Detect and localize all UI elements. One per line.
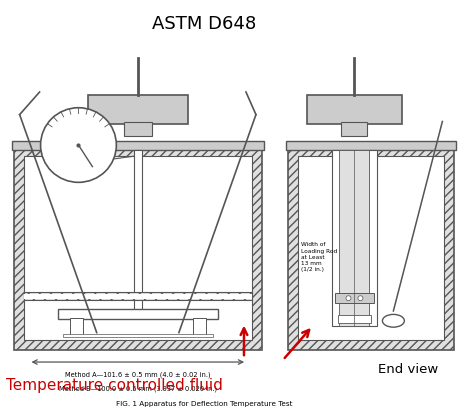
Bar [70, 318, 83, 335]
Bar [341, 122, 367, 136]
Bar [288, 146, 455, 350]
Bar [307, 95, 402, 124]
Bar [63, 334, 213, 337]
Bar [339, 150, 369, 326]
Bar [193, 318, 206, 335]
Bar [58, 309, 218, 319]
Bar [337, 315, 372, 323]
Text: Method A—101.6 ± 0.5 mm (4.0 ± 0.02 in.): Method A—101.6 ± 0.5 mm (4.0 ± 0.02 in.) [65, 372, 210, 378]
Bar [298, 156, 445, 340]
Bar [335, 293, 374, 303]
Bar [124, 122, 152, 136]
Bar [14, 146, 262, 350]
Bar [331, 150, 377, 326]
Text: End view: End view [378, 363, 438, 376]
Text: FIG. 1 Apparatus for Deflection Temperature Test: FIG. 1 Apparatus for Deflection Temperat… [116, 401, 292, 407]
Text: Method B—100.0 ± 0.5 mm (3.937 ± 0.020 in.): Method B—100.0 ± 0.5 mm (3.937 ± 0.020 i… [59, 386, 217, 392]
Text: Width of
Loading Rod
at Least
13 mm
(1/2 in.): Width of Loading Rod at Least 13 mm (1/2… [301, 242, 337, 272]
Bar [24, 156, 252, 340]
Circle shape [358, 296, 363, 301]
Bar [24, 294, 252, 299]
Text: Temperature controlled fluid: Temperature controlled fluid [6, 378, 223, 393]
Bar [24, 292, 252, 300]
Bar [286, 141, 456, 150]
Bar [134, 150, 142, 313]
Bar [88, 95, 188, 124]
Ellipse shape [383, 315, 404, 327]
Circle shape [346, 296, 351, 301]
Circle shape [41, 108, 116, 182]
Text: ASTM D648: ASTM D648 [152, 15, 256, 33]
Bar [12, 141, 264, 150]
